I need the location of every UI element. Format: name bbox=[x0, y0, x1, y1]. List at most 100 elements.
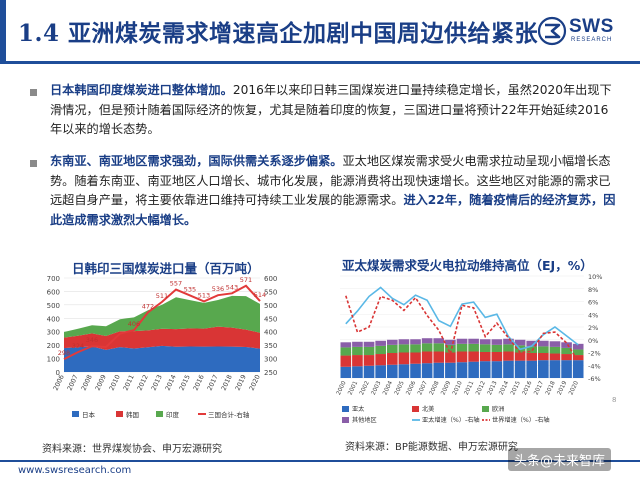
x-tick: 2011 bbox=[122, 373, 136, 391]
legend-label: 日本 bbox=[82, 410, 96, 419]
bar-其他地区 bbox=[468, 338, 479, 344]
bar-其他地区 bbox=[491, 339, 503, 345]
paragraph-2-lead: 东南亚、南亚地区需求强劲，国际供需关系逐步偏紧。 bbox=[50, 154, 343, 168]
x-tick: 2019 bbox=[557, 380, 569, 396]
right-y-tick: 250 bbox=[264, 369, 277, 377]
bar-欧洲 bbox=[445, 344, 456, 353]
bar-欧洲 bbox=[352, 346, 363, 356]
bar-其他地区 bbox=[433, 338, 445, 344]
x-tick: 2010 bbox=[108, 373, 122, 391]
bar-其他地区 bbox=[375, 340, 386, 346]
data-label: 514 bbox=[254, 291, 266, 299]
right-y-tick: 350 bbox=[264, 342, 277, 350]
sws-logo: SWS RESEARCH bbox=[537, 12, 629, 50]
bar-其他地区 bbox=[572, 343, 584, 350]
bar-亚太 bbox=[386, 364, 398, 378]
bar-北美 bbox=[468, 351, 479, 362]
data-label: 535 bbox=[184, 285, 196, 293]
x-tick: 2007 bbox=[66, 373, 80, 391]
bar-亚太 bbox=[375, 365, 386, 378]
footer-url[interactable]: www.swsresearch.com bbox=[18, 465, 132, 476]
header-accent-bar bbox=[0, 0, 6, 62]
x-tick: 2016 bbox=[522, 380, 534, 396]
bar-亚太 bbox=[352, 366, 363, 378]
x-tick: 2002 bbox=[359, 380, 371, 396]
legend-swatch bbox=[342, 406, 349, 412]
bar-欧洲 bbox=[386, 344, 398, 354]
left-y-tick: 500 bbox=[47, 302, 60, 310]
bar-北美 bbox=[572, 355, 584, 361]
legend-label: 欧洲 bbox=[492, 405, 504, 413]
bar-亚太 bbox=[433, 362, 445, 378]
right-y-tick: -4% bbox=[588, 362, 601, 370]
bar-欧洲 bbox=[538, 346, 549, 354]
legend-swatch bbox=[342, 417, 349, 423]
bar-北美 bbox=[410, 352, 421, 364]
bar-北美 bbox=[375, 354, 386, 366]
bar-其他地区 bbox=[410, 339, 421, 345]
bar-亚太 bbox=[479, 361, 491, 378]
left-y-tick: 0 bbox=[56, 369, 60, 377]
bar-其他地区 bbox=[340, 342, 352, 348]
bar-亚太 bbox=[340, 366, 352, 378]
bar-欧洲 bbox=[468, 343, 479, 352]
bar-欧洲 bbox=[363, 346, 375, 356]
x-tick: 2012 bbox=[136, 373, 150, 391]
bar-欧洲 bbox=[410, 344, 421, 353]
legend-label: 印度 bbox=[166, 410, 180, 419]
x-tick: 2017 bbox=[206, 373, 220, 391]
legend-label: 亚太增速（%）-右轴 bbox=[422, 416, 480, 424]
header-rule bbox=[0, 61, 640, 64]
x-tick: 2018 bbox=[545, 380, 557, 396]
bar-其他地区 bbox=[538, 340, 549, 347]
growth-line bbox=[345, 286, 579, 351]
x-tick: 2013 bbox=[150, 373, 164, 391]
bar-其他地区 bbox=[352, 341, 363, 347]
area-印度 bbox=[64, 295, 260, 338]
right-y-tick: 450 bbox=[264, 315, 277, 323]
legend-label: 其他地区 bbox=[352, 416, 377, 424]
bar-北美 bbox=[421, 351, 433, 364]
bar-其他地区 bbox=[549, 341, 561, 347]
bar-北美 bbox=[445, 352, 456, 363]
coal-import-chart: 0 100 200 300 400 500 600 700 250 300 350 400 450 500… bbox=[47, 275, 278, 419]
legend-label: 亚太 bbox=[352, 405, 364, 413]
bar-亚太 bbox=[526, 360, 538, 378]
bar-北美 bbox=[491, 351, 503, 362]
left-y-tick: 300 bbox=[47, 329, 60, 337]
bar-欧洲 bbox=[479, 344, 491, 352]
page-title: 1.4 亚洲煤炭需求增速高企加剧中国周边供给紧张 bbox=[18, 20, 539, 47]
bar-欧洲 bbox=[433, 343, 445, 352]
left-source: 资料来源：世界煤炭协会、申万宏源研究 bbox=[42, 444, 222, 455]
data-label: 298 bbox=[58, 349, 70, 357]
x-tick: 2017 bbox=[533, 380, 545, 396]
growth-line bbox=[345, 295, 579, 362]
bullet-icon bbox=[30, 160, 37, 167]
bar-北美 bbox=[526, 353, 538, 361]
x-tick: 2013 bbox=[487, 380, 499, 396]
data-label: 543 bbox=[226, 283, 238, 291]
bar-亚太 bbox=[514, 360, 526, 378]
bar-北美 bbox=[340, 355, 352, 367]
legend-label: 三国合计-右轴 bbox=[208, 410, 250, 419]
bar-北美 bbox=[514, 352, 526, 361]
x-tick: 2014 bbox=[499, 380, 511, 396]
logo-subtext: RESEARCH bbox=[571, 37, 613, 43]
bar-其他地区 bbox=[398, 339, 410, 345]
bar-其他地区 bbox=[363, 341, 375, 347]
left-y-tick: 600 bbox=[47, 288, 60, 296]
bar-北美 bbox=[386, 353, 398, 365]
x-tick: 2009 bbox=[94, 373, 108, 391]
x-tick: 2019 bbox=[234, 373, 248, 391]
x-tick: 2004 bbox=[382, 380, 394, 396]
x-tick: 2010 bbox=[452, 380, 464, 396]
x-tick: 2012 bbox=[475, 380, 487, 396]
bar-亚太 bbox=[468, 361, 479, 378]
bar-北美 bbox=[456, 351, 468, 363]
bar-其他地区 bbox=[503, 338, 514, 345]
right-y-tick: 10% bbox=[588, 273, 602, 281]
paragraph-1-lead: 日本韩国印度煤炭进口整体增加。 bbox=[50, 83, 233, 97]
data-label: 346 bbox=[86, 336, 98, 344]
right-y-tick: 6% bbox=[588, 299, 598, 307]
x-tick: 2015 bbox=[510, 380, 522, 396]
